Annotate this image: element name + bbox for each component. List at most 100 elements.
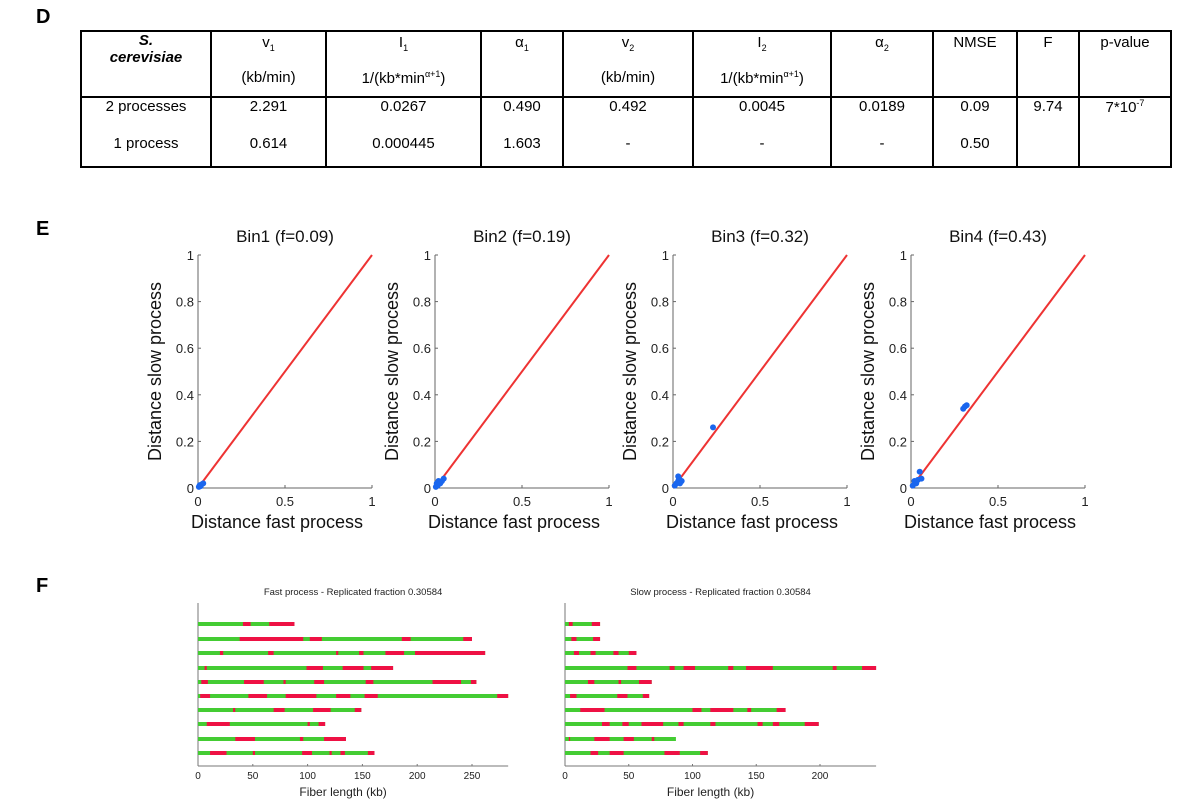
fiber-replicated-segment xyxy=(776,708,786,712)
header-unit-end: ) xyxy=(440,70,446,87)
fiber-replicated-segment xyxy=(302,751,312,755)
fiber-replicated-segment xyxy=(728,666,734,670)
cell-value: 0.000445 xyxy=(372,135,435,152)
fiber-replicated-segment xyxy=(618,680,622,684)
header-unit: 1/(kb*min xyxy=(720,70,784,87)
fiber-replicated-segment xyxy=(591,622,601,626)
x-axis-label: Distance fast process xyxy=(191,512,363,532)
y-axis-label: Distance slow process xyxy=(145,282,165,461)
chart-title: Slow process - Replicated fraction 0.305… xyxy=(630,587,811,598)
x-tick-label: 250 xyxy=(464,771,481,782)
y-tick-label: 0.8 xyxy=(889,295,907,310)
y-tick-label: 0.6 xyxy=(889,341,907,356)
f-value: 9.74 xyxy=(1033,98,1063,115)
data-point xyxy=(710,424,717,431)
fiber-replicated-segment xyxy=(200,694,211,698)
cell-value: 0.09 xyxy=(960,98,990,115)
fiber-unreplicated xyxy=(198,694,509,698)
x-axis-label: Fiber length (kb) xyxy=(667,785,754,799)
species-line2: cerevisiae xyxy=(109,49,183,66)
panel-label-e: E xyxy=(36,218,50,240)
x-tick-label: 1 xyxy=(368,494,375,509)
cell: 0.09 0.50 xyxy=(932,96,1018,168)
header-unit-end: ) xyxy=(798,70,804,87)
fiber-replicated-segment xyxy=(628,651,637,655)
header-subscript: 2 xyxy=(883,43,889,53)
fiber-replicated-segment xyxy=(638,680,652,684)
y-axis-label: Distance slow process xyxy=(620,282,640,461)
fiber-replicated-segment xyxy=(470,680,477,684)
fiber-replicated-segment xyxy=(757,722,763,726)
y-tick-label: 0.4 xyxy=(413,388,431,403)
fiber-replicated-segment xyxy=(669,666,675,670)
identity-line xyxy=(672,254,848,489)
fiber-replicated-segment xyxy=(832,666,837,670)
cell-value: 0.50 xyxy=(960,135,990,152)
header-symbol: I xyxy=(398,34,404,51)
y-tick-label: 0.8 xyxy=(651,295,669,310)
x-tick-label: 0.5 xyxy=(989,494,1007,509)
x-tick-label: 0.5 xyxy=(276,494,294,509)
x-tick-label: 1 xyxy=(1081,494,1088,509)
x-tick-label: 100 xyxy=(684,771,701,782)
y-tick-label: 0.2 xyxy=(413,434,431,449)
col-header: F xyxy=(1016,30,1080,98)
fiber-replicated-segment xyxy=(233,708,236,712)
fiber-unreplicated xyxy=(565,737,676,741)
fiber-unreplicated xyxy=(198,637,472,641)
fiber-replicated-segment xyxy=(309,637,322,641)
fiber-replicated-segment xyxy=(242,622,251,626)
fiber-replicated-segment xyxy=(593,637,601,641)
x-axis-label: Distance fast process xyxy=(666,512,838,532)
fiber-replicated-segment xyxy=(299,737,304,741)
x-axis-label: Distance fast process xyxy=(904,512,1076,532)
panel-label-f: F xyxy=(36,575,49,597)
fiber-replicated-segment xyxy=(318,722,326,726)
species-header: S. cerevisiae xyxy=(80,30,212,98)
row-labels: 2 processes 1 process xyxy=(80,96,212,168)
fiber-replicated-segment xyxy=(594,737,610,741)
fiber-replicated-segment xyxy=(252,751,255,755)
fiber-replicated-segment xyxy=(642,694,650,698)
fiber-replicated-segment xyxy=(367,751,375,755)
data-point xyxy=(671,482,678,489)
fiber-replicated-segment xyxy=(385,651,405,655)
fiber-replicated-segment xyxy=(314,680,325,684)
cell: 0.0045 - xyxy=(692,96,832,168)
fiber-replicated-segment xyxy=(862,666,877,670)
x-tick-label: 1 xyxy=(843,494,850,509)
y-tick-label: 0.6 xyxy=(651,341,669,356)
fiber-unreplicated xyxy=(198,722,326,726)
header-symbol: NMSE xyxy=(953,34,997,51)
y-tick-label: 1 xyxy=(187,248,194,263)
fiber-replicated-segment xyxy=(269,622,295,626)
cell-value: - xyxy=(625,135,631,152)
header-unit: (kb/min) xyxy=(600,69,656,86)
data-point xyxy=(440,475,447,482)
col-header: I2 1/(kb*minα+1) xyxy=(692,30,832,98)
header-subscript: 2 xyxy=(629,43,635,53)
x-tick-label: 0 xyxy=(195,771,201,782)
x-tick-label: 0 xyxy=(562,771,568,782)
fiber-replicated-segment xyxy=(570,694,577,698)
fiber-unreplicated xyxy=(565,666,877,670)
header-symbol: I xyxy=(757,34,762,51)
y-tick-label: 0.8 xyxy=(176,295,194,310)
fiber-replicated-segment xyxy=(613,651,619,655)
x-tick-label: 0.5 xyxy=(751,494,769,509)
fiber-replicated-segment xyxy=(365,680,374,684)
fiber-replicated-segment xyxy=(206,722,230,726)
fiber-replicated-segment xyxy=(210,751,227,755)
y-tick-label: 0.4 xyxy=(889,388,907,403)
cell-value: - xyxy=(759,135,765,152)
header-symbol: v xyxy=(262,34,270,51)
chart-title: Fast process - Replicated fraction 0.305… xyxy=(264,587,442,598)
cell-value: 0.492 xyxy=(609,98,647,115)
x-tick-label: 1 xyxy=(605,494,612,509)
fiber-replicated-segment xyxy=(568,737,571,741)
fiber-replicated-segment xyxy=(432,680,462,684)
x-tick-label: 0 xyxy=(907,494,914,509)
row-label: 1 process xyxy=(113,135,179,152)
fiber-replicated-segment xyxy=(244,680,264,684)
fiber-replicated-segment xyxy=(268,651,274,655)
